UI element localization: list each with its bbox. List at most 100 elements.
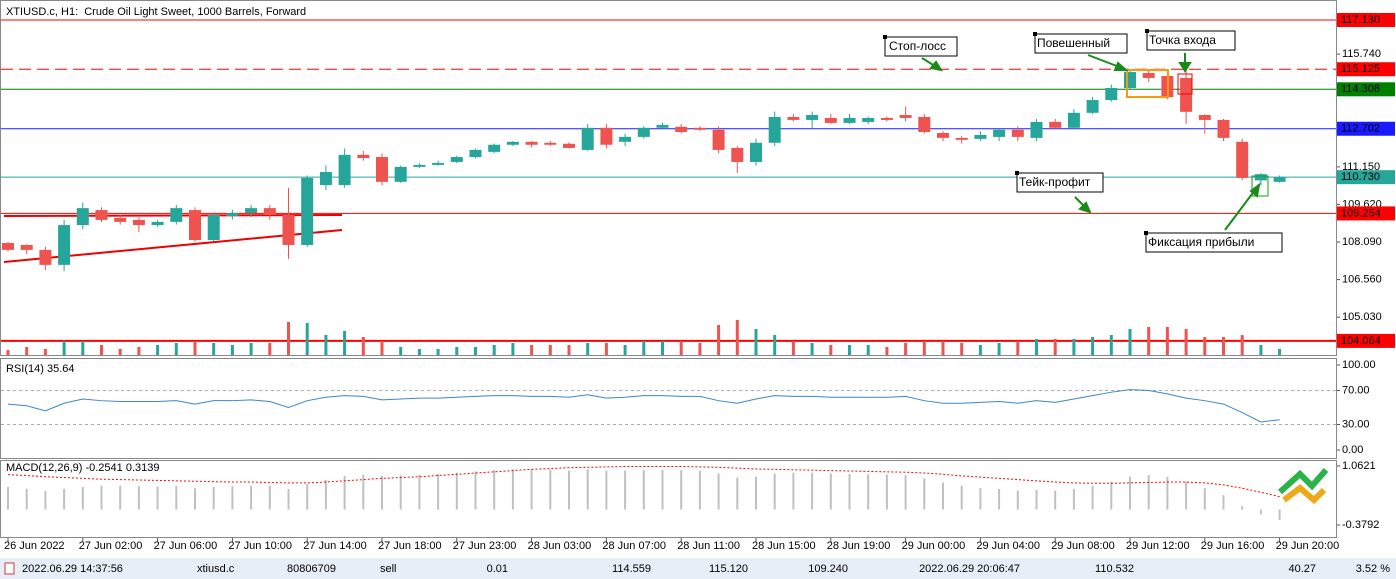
- macd-bar: [698, 470, 701, 510]
- macd-bar: [549, 469, 552, 510]
- macd-bar: [1147, 475, 1150, 510]
- layer: [1, 19, 1340, 542]
- arrow-head: [929, 60, 944, 72]
- status-field[interactable]: 109.240: [808, 563, 848, 575]
- candle-body: [525, 141, 538, 145]
- candle-body: [1086, 100, 1099, 113]
- macd-bar: [1016, 490, 1019, 510]
- logo: [1277, 468, 1329, 505]
- logo-stroke: [1277, 468, 1329, 495]
- macd-bar: [100, 485, 103, 510]
- volume-bar: [1016, 341, 1020, 355]
- macd-bar: [979, 488, 982, 510]
- volume-bar: [735, 320, 739, 355]
- arrows: [921, 53, 1261, 231]
- volume-bar: [249, 343, 253, 355]
- x-tick-label: 27 Jun 18:00: [378, 540, 442, 552]
- candle-body: [843, 117, 856, 123]
- candle-body: [862, 117, 875, 122]
- level-label: 112.702: [1341, 123, 1380, 135]
- candle-body: [357, 154, 370, 159]
- arrow-head: [1178, 62, 1192, 73]
- volume-bar: [1259, 345, 1263, 355]
- annotation-box: [1145, 232, 1283, 253]
- volume-bar: [548, 345, 552, 355]
- level-label-box: [1337, 170, 1395, 185]
- candle-body: [600, 127, 613, 145]
- volume-bar: [305, 323, 309, 355]
- candle-body: [1049, 121, 1062, 128]
- level-label: 117.130: [1341, 14, 1380, 26]
- macd-bar: [324, 480, 327, 510]
- volume-bar: [100, 345, 103, 355]
- y-tick-label: 108.090: [1342, 236, 1382, 248]
- volume-bar: [773, 335, 777, 355]
- status-field[interactable]: 2022.06.29 20:06:47: [919, 563, 1020, 575]
- level-label: 104.064: [1341, 335, 1381, 347]
- x-tick-label: 27 Jun 14:00: [303, 540, 367, 552]
- status-field[interactable]: 3.52 %: [1356, 563, 1390, 575]
- x-tick-label: 29 Jun 08:00: [1051, 540, 1115, 552]
- candle-body: [1142, 73, 1155, 78]
- candle-body: [376, 157, 388, 182]
- y-tick-label: 105.030: [1342, 311, 1382, 323]
- volume-bar: [492, 345, 496, 355]
- volume-bar: [156, 345, 160, 355]
- macd-bar: [44, 491, 47, 510]
- volume-bar: [1222, 337, 1225, 355]
- candle-body: [637, 127, 650, 137]
- volume-bar: [6, 350, 10, 355]
- candle-body: [170, 208, 183, 222]
- volume-bar: [960, 343, 964, 355]
- x-tick-label: 29 Jun 20:00: [1276, 540, 1340, 552]
- annotation: Тейк-профит: [1019, 175, 1091, 189]
- candle-body: [806, 115, 819, 120]
- macd-bar: [250, 485, 253, 510]
- y-tick-label: 115.740: [1342, 48, 1381, 60]
- candle-body: [469, 149, 482, 158]
- status-icon: [4, 562, 15, 575]
- status-field[interactable]: sell: [380, 563, 397, 575]
- volume-bar: [922, 341, 926, 355]
- status-field[interactable]: xtiusd.c: [197, 563, 235, 575]
- level-label: 109.254: [1341, 207, 1381, 219]
- volume-bar: [268, 343, 272, 355]
- status-field[interactable]: 80806709: [287, 563, 336, 575]
- level-label: 114.308: [1341, 83, 1380, 95]
- macd-bar: [792, 472, 795, 510]
- volume-bar: [661, 341, 664, 355]
- macd-bar: [904, 475, 907, 510]
- annotation: Точка входа: [1149, 33, 1216, 47]
- macd-bar: [942, 482, 944, 510]
- macd-bar: [287, 489, 290, 510]
- volume-bar: [511, 343, 515, 355]
- macd-bar: [1035, 489, 1038, 510]
- candle-body: [899, 115, 912, 118]
- level-label-box: [1337, 206, 1395, 221]
- volume-bar: [698, 343, 702, 355]
- status-field[interactable]: 2022.06.29 14:37:56: [22, 563, 123, 575]
- macd-bar: [437, 473, 440, 510]
- x-tick-label: 28 Jun 07:00: [602, 540, 666, 552]
- status-field[interactable]: 115.120: [709, 563, 748, 575]
- macd-bar: [156, 486, 159, 510]
- candle-body: [207, 215, 220, 241]
- layer: 115.740111.150109.620108.090106.560105.0…: [2, 12, 1395, 552]
- status-field[interactable]: 110.532: [1095, 563, 1134, 575]
- annotation-box: [1034, 33, 1128, 54]
- status-field[interactable]: 114.559: [612, 563, 651, 575]
- macd-bar: [306, 484, 309, 510]
- volume-bar: [941, 341, 945, 355]
- macd-bar: [885, 474, 888, 510]
- volume-bar: [1165, 327, 1169, 355]
- macd-title: MACD(12,26,9) -0.2541 0.3139: [6, 462, 159, 474]
- candle-body: [918, 117, 931, 132]
- status-field[interactable]: 0.01: [487, 563, 508, 575]
- macd-bar: [1072, 489, 1075, 510]
- status-field[interactable]: 40.27: [1288, 563, 1316, 575]
- candle-body: [768, 117, 781, 143]
- candle-body: [95, 210, 108, 220]
- macd-bar: [418, 474, 421, 510]
- macd-bar: [1110, 481, 1113, 510]
- volume-bar: [530, 345, 534, 355]
